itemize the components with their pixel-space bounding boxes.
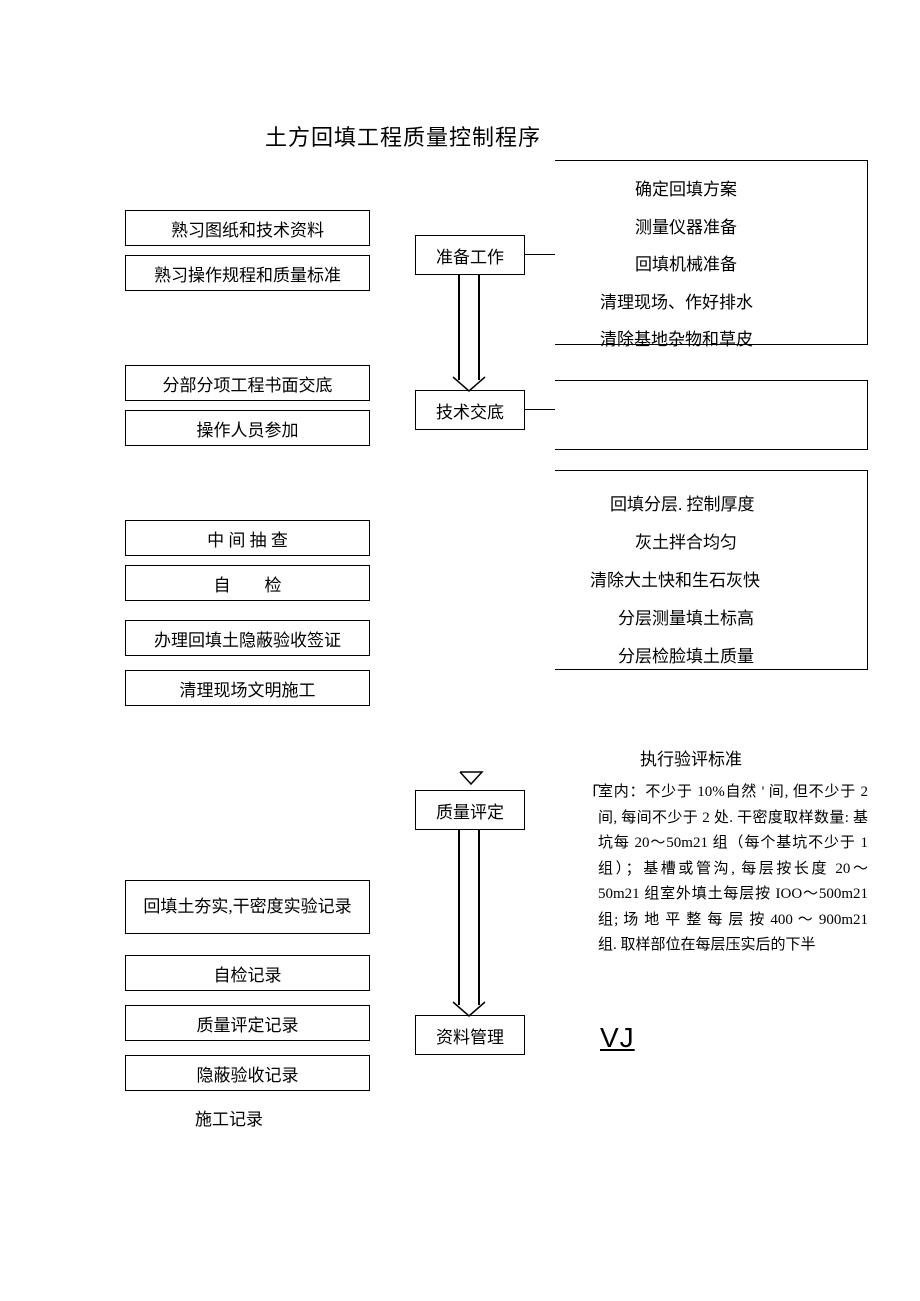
left-g4-1: 回填土夯实,干密度实验记录: [125, 880, 370, 934]
conn-prep-tech-l: [458, 275, 460, 380]
r-tech2: 灰土拌合均匀: [635, 528, 737, 553]
arrow-to-tech: [451, 375, 487, 393]
r-tech4: 分层测量填土标高: [618, 604, 754, 629]
conn-tech-right: [525, 409, 555, 410]
center-prep: 准备工作: [415, 235, 525, 275]
left-g2-2: 操作人员参加: [125, 410, 370, 446]
left-g4-5: 施工记录: [195, 1105, 263, 1130]
left-g2-1: 分部分项工程书面交底: [125, 365, 370, 401]
left-g3-3: 办理回填土隐蔽验收签证: [125, 620, 370, 656]
center-quality: 质量评定: [415, 790, 525, 830]
conn-prep-tech-r: [478, 275, 480, 380]
vj-text: VJ: [600, 1022, 635, 1054]
left-g4-2: 自检记录: [125, 955, 370, 991]
conn-quality-records-l: [458, 830, 460, 1005]
r-tech3: 清除大土快和生石灰快: [590, 566, 760, 591]
arrow-to-records: [451, 1000, 487, 1018]
page-title: 土方回填工程质量控制程序: [265, 120, 541, 152]
conn-prep-right: [525, 254, 555, 255]
r-tech1: 回填分层. 控制厚度: [610, 490, 755, 515]
left-g4-4: 隐蔽验收记录: [125, 1055, 370, 1091]
r-tech5: 分层检脸填土质量: [618, 642, 754, 667]
center-records: 资料管理: [415, 1015, 525, 1055]
r-qual-body: 室内：不少于 10%自然 ' 间, 但不少于 2 间, 每间不少于 2 处. 干…: [598, 780, 868, 959]
r-qual-title: 执行验评标准: [640, 745, 742, 770]
left-g3-2: 自 检: [125, 565, 370, 601]
r-prep3: 回填机械准备: [635, 250, 737, 275]
arrow-to-quality: [458, 770, 484, 788]
left-g1-2: 熟习操作规程和质量标准: [125, 255, 370, 291]
conn-quality-records-r: [478, 830, 480, 1005]
left-g4-3: 质量评定记录: [125, 1005, 370, 1041]
right-panel-2: [555, 380, 868, 450]
left-g3-1: 中 间 抽 查: [125, 520, 370, 556]
r-prep2: 测量仪器准备: [635, 213, 737, 238]
r-prep1: 确定回填方案: [635, 175, 737, 200]
center-tech: 技术交底: [415, 390, 525, 430]
left-g3-4: 清理现场文明施工: [125, 670, 370, 706]
r-prep5: 清除基地杂物和草皮: [600, 325, 753, 350]
r-prep4: 清理现场、作好排水: [600, 288, 753, 313]
left-g1-1: 熟习图纸和技术资料: [125, 210, 370, 246]
